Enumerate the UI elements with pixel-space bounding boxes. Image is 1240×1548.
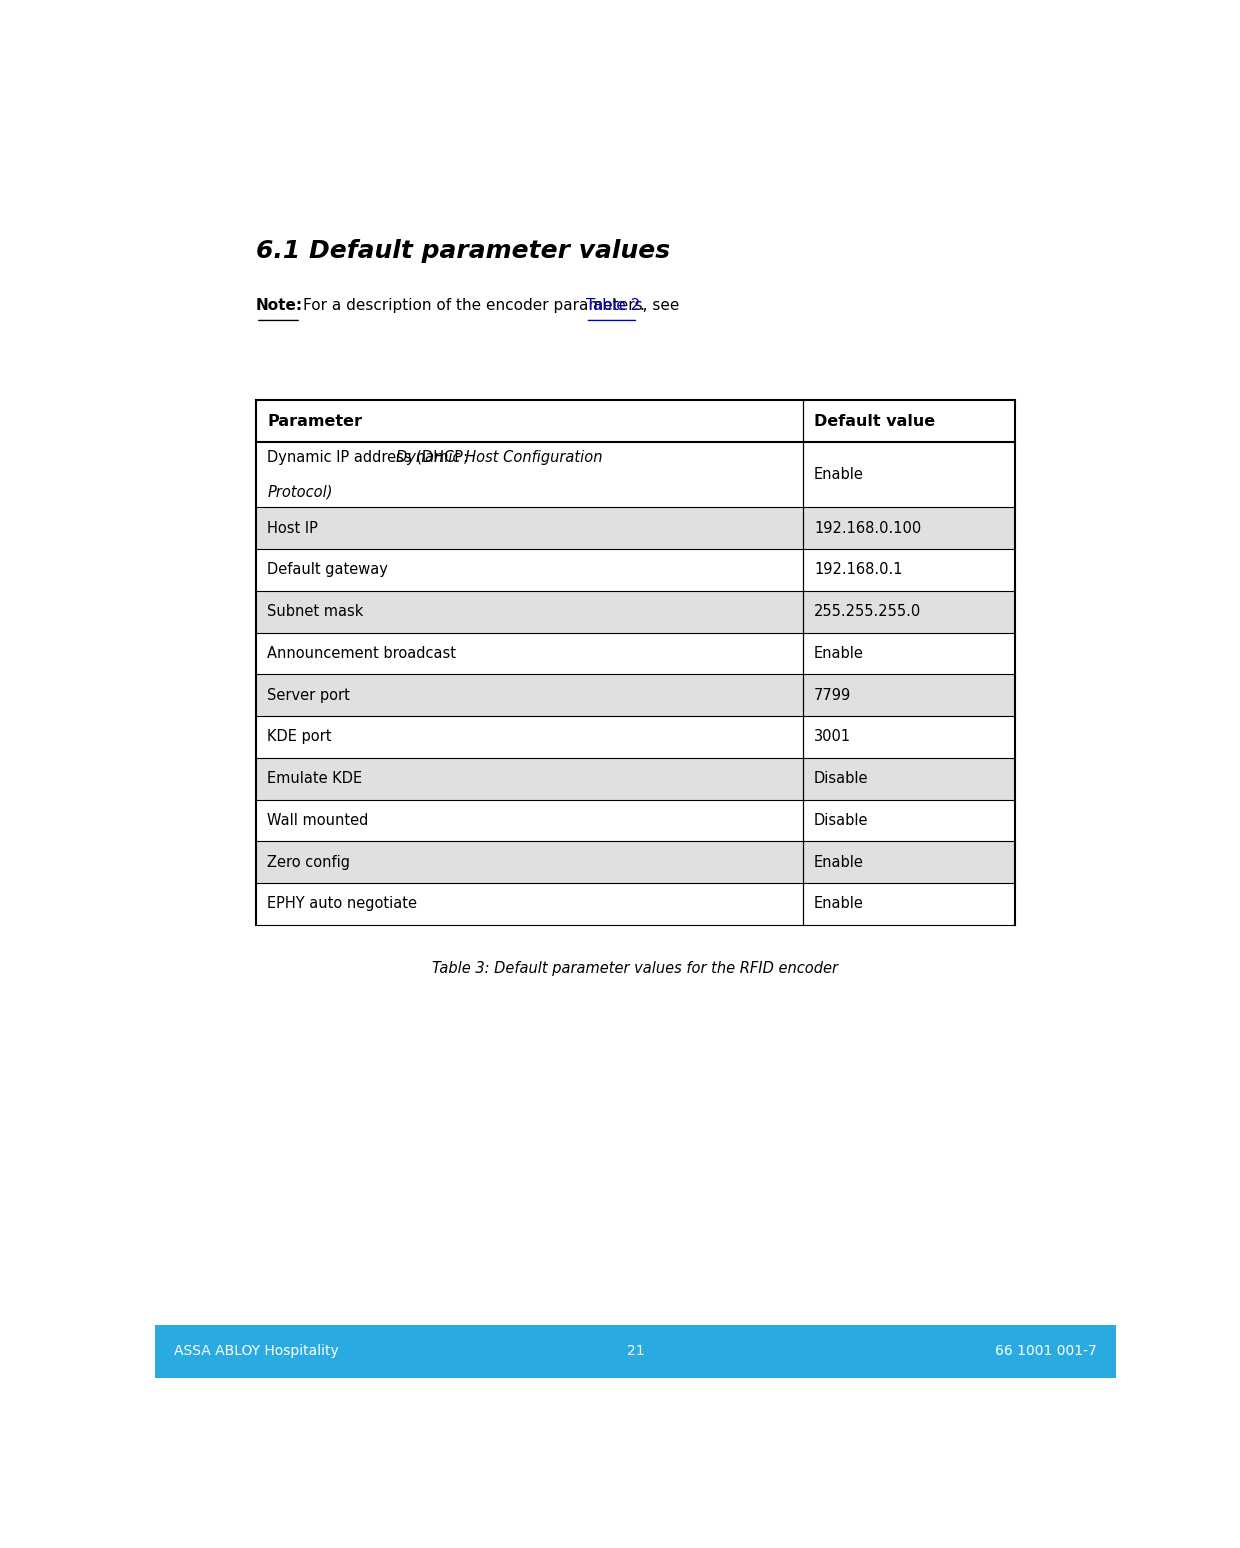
Text: Note:: Note: [255, 299, 303, 313]
Text: Zero config: Zero config [268, 854, 351, 870]
Text: Disable: Disable [813, 771, 868, 786]
Bar [255, 508, 1016, 550]
Text: Enable: Enable [813, 646, 864, 661]
Text: Disable: Disable [813, 813, 868, 828]
Text: 192.168.0.100: 192.168.0.100 [813, 520, 921, 536]
Bar [255, 882, 1016, 924]
Text: KDE port: KDE port [268, 729, 332, 745]
Bar [255, 717, 1016, 759]
Text: ASSA ABLOY Hospitality: ASSA ABLOY Hospitality [174, 1345, 339, 1359]
Bar [255, 550, 1016, 591]
Text: Enable: Enable [813, 467, 864, 481]
Text: Enable: Enable [813, 854, 864, 870]
Bar [255, 799, 1016, 841]
Text: 6.1 Default parameter values: 6.1 Default parameter values [255, 240, 670, 263]
Text: 255.255.255.0: 255.255.255.0 [813, 604, 921, 619]
Text: Enable: Enable [813, 896, 864, 912]
Text: .: . [640, 299, 645, 313]
Text: Server port: Server port [268, 687, 351, 703]
Bar [255, 633, 1016, 675]
Text: Emulate KDE: Emulate KDE [268, 771, 362, 786]
Bar [255, 401, 1016, 443]
Text: For a description of the encoder parameters, see: For a description of the encoder paramet… [303, 299, 684, 313]
Text: Host IP: Host IP [268, 520, 319, 536]
Text: Subnet mask: Subnet mask [268, 604, 363, 619]
Text: Dynamic IP address (DHCP;: Dynamic IP address (DHCP; [268, 449, 474, 464]
Bar [155, 1325, 1116, 1378]
Text: Default value: Default value [813, 413, 935, 429]
Text: 3001: 3001 [813, 729, 851, 745]
Bar [255, 759, 1016, 799]
Text: 66 1001 001-7: 66 1001 001-7 [994, 1345, 1096, 1359]
Text: Default gateway: Default gateway [268, 562, 388, 577]
Text: Dynamic Host Configuration: Dynamic Host Configuration [396, 449, 603, 464]
Text: EPHY auto negotiate: EPHY auto negotiate [268, 896, 418, 912]
Text: 21: 21 [626, 1345, 645, 1359]
Bar [255, 443, 1016, 508]
Bar [255, 675, 1016, 717]
Bar [255, 841, 1016, 882]
Text: Protocol): Protocol) [268, 485, 332, 500]
Text: 192.168.0.1: 192.168.0.1 [813, 562, 903, 577]
Text: 7799: 7799 [813, 687, 852, 703]
Text: Table 2: Table 2 [585, 299, 640, 313]
Text: Parameter: Parameter [268, 413, 362, 429]
Text: Table 3: Default parameter values for the RFID encoder: Table 3: Default parameter values for th… [433, 960, 838, 975]
Text: Announcement broadcast: Announcement broadcast [268, 646, 456, 661]
Bar [255, 591, 1016, 633]
Text: Wall mounted: Wall mounted [268, 813, 368, 828]
